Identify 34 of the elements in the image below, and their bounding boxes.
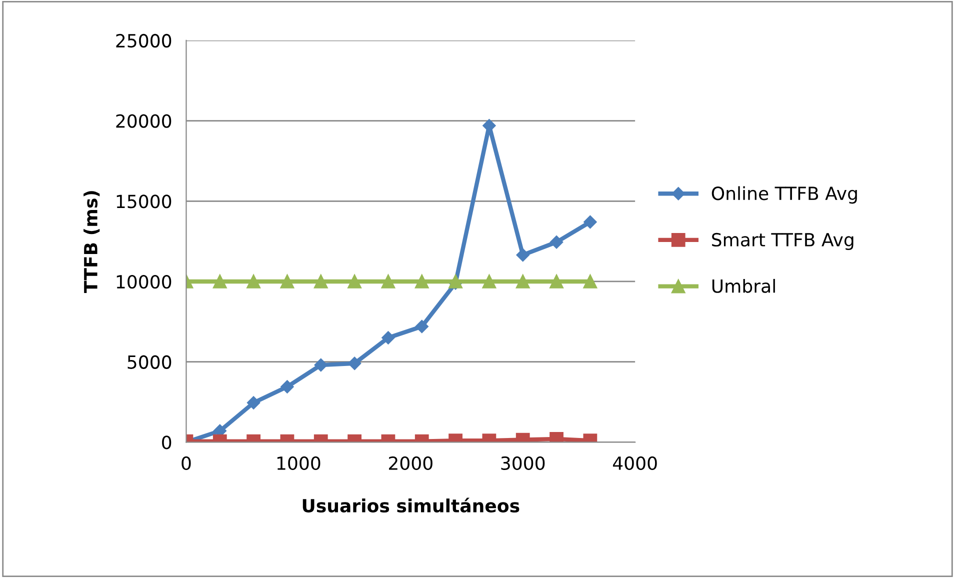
point — [348, 274, 362, 288]
x-tick-label: 3000 — [501, 456, 545, 470]
x-tick-label: 1000 — [277, 456, 320, 470]
point — [381, 274, 396, 288]
x-axis-title: Usuarios simultáneos — [302, 498, 520, 513]
point — [280, 274, 294, 288]
point — [415, 320, 428, 334]
y-tick-label: 25000 — [116, 34, 172, 48]
point — [550, 236, 564, 249]
y-tick-label: 5000 — [128, 355, 172, 369]
legend-label: Online TTFB Avg — [712, 186, 857, 204]
point — [314, 358, 328, 372]
point — [482, 274, 496, 288]
point — [583, 274, 598, 288]
y-tick-label: 20000 — [116, 114, 172, 128]
point — [382, 331, 395, 344]
point — [246, 274, 260, 288]
point — [516, 274, 530, 288]
y-tick-label: 15000 — [116, 194, 172, 208]
point — [414, 274, 429, 288]
point — [550, 274, 564, 288]
legend-label: Smart TTFB Avg — [712, 232, 854, 250]
point — [212, 274, 227, 288]
x-tick-label: 2000 — [388, 456, 432, 470]
y-axis-title: TTFB (ms) — [84, 191, 100, 293]
y-tick-label: 10000 — [116, 274, 172, 289]
x-tick-label: 4000 — [612, 456, 657, 470]
point — [584, 215, 597, 229]
x-tick-label: 0 — [182, 456, 191, 470]
legend-label: Umbral — [712, 278, 775, 293]
point — [348, 356, 362, 370]
point — [314, 274, 328, 288]
y-tick-label: 0 — [162, 436, 172, 450]
point — [516, 248, 530, 262]
